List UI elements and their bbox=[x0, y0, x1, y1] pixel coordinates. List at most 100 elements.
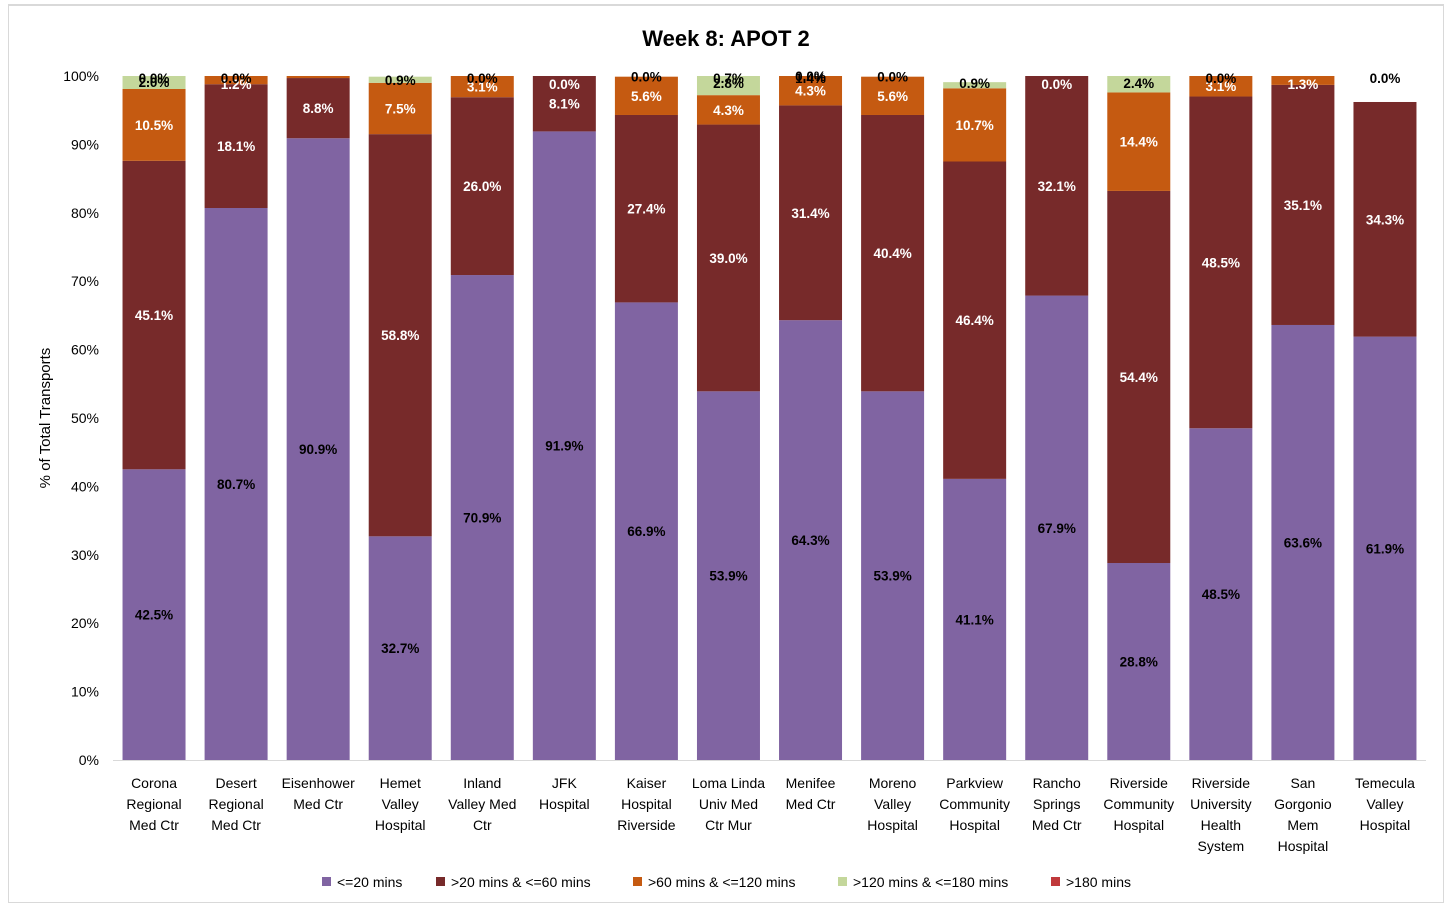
bar-segment bbox=[122, 88, 186, 161]
x-category-label: Valley Med bbox=[448, 796, 516, 812]
legend-label: >180 mins bbox=[1066, 874, 1131, 890]
x-category-label: Med Ctr bbox=[1032, 817, 1082, 833]
bar-segment bbox=[614, 76, 678, 115]
x-category-label: Inland bbox=[463, 775, 501, 791]
bar-segment bbox=[1107, 190, 1171, 564]
x-category-label: Gorgonio bbox=[1274, 796, 1332, 812]
bar-segment bbox=[861, 391, 925, 760]
x-category-label: Parkview bbox=[946, 775, 1004, 791]
data-label: 34.3% bbox=[1366, 212, 1404, 227]
x-category-label: Community bbox=[1103, 796, 1174, 812]
data-label: 2.8% bbox=[713, 76, 744, 91]
bar-segment bbox=[1189, 428, 1253, 760]
legend-label: >20 mins & <=60 mins bbox=[451, 874, 591, 890]
bar-segment bbox=[943, 478, 1007, 760]
x-category-label: Temecula bbox=[1355, 775, 1415, 791]
x-category-label: Hospital bbox=[375, 817, 426, 833]
bar-segment bbox=[1107, 563, 1171, 760]
data-label: 0.0% bbox=[1205, 71, 1236, 86]
data-label: 0.0% bbox=[1041, 77, 1072, 92]
legend-swatch bbox=[1051, 877, 1060, 886]
data-label: 64.3% bbox=[791, 533, 829, 548]
bar-segment bbox=[1025, 76, 1089, 296]
x-category-label: JFK bbox=[552, 775, 578, 791]
bar-segment bbox=[368, 536, 432, 760]
x-category-label: Hospital bbox=[867, 817, 918, 833]
x-category-label: Loma Linda bbox=[692, 775, 765, 791]
data-label: 26.0% bbox=[463, 179, 501, 194]
bar-segment bbox=[368, 134, 432, 537]
data-label: 0.9% bbox=[385, 73, 416, 88]
bar-segment bbox=[204, 84, 268, 209]
y-tick-label: 0% bbox=[79, 752, 99, 768]
bar-segment bbox=[614, 302, 678, 760]
data-label: 0.0% bbox=[795, 69, 826, 84]
bar-segment bbox=[286, 78, 350, 139]
bar-segment bbox=[1353, 101, 1417, 337]
data-label: 35.1% bbox=[1284, 198, 1322, 213]
bar-segment bbox=[1271, 324, 1335, 760]
data-label: 0.0% bbox=[549, 77, 580, 92]
data-label: 3.1% bbox=[467, 80, 498, 95]
data-label: 45.1% bbox=[135, 308, 173, 323]
legend-swatch bbox=[838, 877, 847, 886]
data-label: 28.8% bbox=[1120, 655, 1158, 670]
x-category-label: Mem bbox=[1287, 817, 1318, 833]
x-category-label: Hospital bbox=[1360, 817, 1411, 833]
x-category-label: Eisenhower bbox=[282, 775, 355, 791]
data-label: 39.0% bbox=[709, 251, 747, 266]
x-category-label: Univ Med bbox=[699, 796, 758, 812]
y-tick-label: 60% bbox=[71, 342, 99, 358]
x-category-label: Valley bbox=[1366, 796, 1403, 812]
x-category-label: Hospital bbox=[949, 817, 1000, 833]
data-label: 0.0% bbox=[877, 70, 908, 85]
y-tick-label: 40% bbox=[71, 478, 99, 494]
bar-segment bbox=[286, 138, 350, 760]
data-label: 18.1% bbox=[217, 139, 255, 154]
bar-segment bbox=[122, 76, 186, 89]
x-category-label: Kaiser bbox=[627, 775, 667, 791]
data-label: 7.5% bbox=[385, 101, 416, 116]
bar-segment bbox=[1353, 336, 1417, 760]
bar-segment bbox=[532, 131, 596, 761]
legend-swatch bbox=[322, 877, 331, 886]
data-label: 10.5% bbox=[135, 118, 173, 133]
data-label: 58.8% bbox=[381, 328, 419, 343]
y-tick-label: 10% bbox=[71, 684, 99, 700]
data-label: 10.7% bbox=[956, 118, 994, 133]
data-label: 0.0% bbox=[221, 71, 252, 86]
bar-segment bbox=[696, 124, 760, 392]
x-category-label: Springs bbox=[1033, 796, 1080, 812]
data-label: 0.0% bbox=[139, 71, 170, 86]
data-label: 0.0% bbox=[631, 70, 662, 85]
y-tick-label: 70% bbox=[71, 273, 99, 289]
y-tick-label: 30% bbox=[71, 547, 99, 563]
x-category-label: Med Ctr bbox=[129, 817, 179, 833]
data-label: 2.4% bbox=[1123, 76, 1154, 91]
data-label: 31.4% bbox=[791, 206, 829, 221]
data-label: 4.3% bbox=[713, 103, 744, 118]
data-label: 66.9% bbox=[627, 524, 665, 539]
bar-segment bbox=[286, 76, 350, 79]
bar-segment bbox=[204, 208, 268, 761]
bar-segment bbox=[943, 88, 1007, 162]
data-label: 91.9% bbox=[545, 439, 583, 454]
data-label: 1.4% bbox=[795, 71, 826, 86]
bar-segment bbox=[943, 161, 1007, 479]
x-category-label: Med Ctr bbox=[786, 796, 836, 812]
x-category-label: Hemet bbox=[380, 775, 421, 791]
data-label: 46.4% bbox=[956, 313, 994, 328]
data-label: 54.4% bbox=[1120, 370, 1158, 385]
x-category-label: Hospital bbox=[1278, 838, 1329, 854]
x-category-label: Rancho bbox=[1033, 775, 1081, 791]
bar-segment bbox=[614, 114, 678, 303]
x-category-label: Riverside bbox=[617, 817, 676, 833]
bar-segment bbox=[779, 320, 843, 760]
data-label: 2.0% bbox=[139, 75, 170, 90]
data-label: 8.1% bbox=[549, 97, 580, 112]
data-label: 1.2% bbox=[221, 77, 252, 92]
data-label: 3.1% bbox=[1205, 79, 1236, 94]
x-category-label: Community bbox=[939, 796, 1010, 812]
bar-segment bbox=[861, 76, 925, 115]
